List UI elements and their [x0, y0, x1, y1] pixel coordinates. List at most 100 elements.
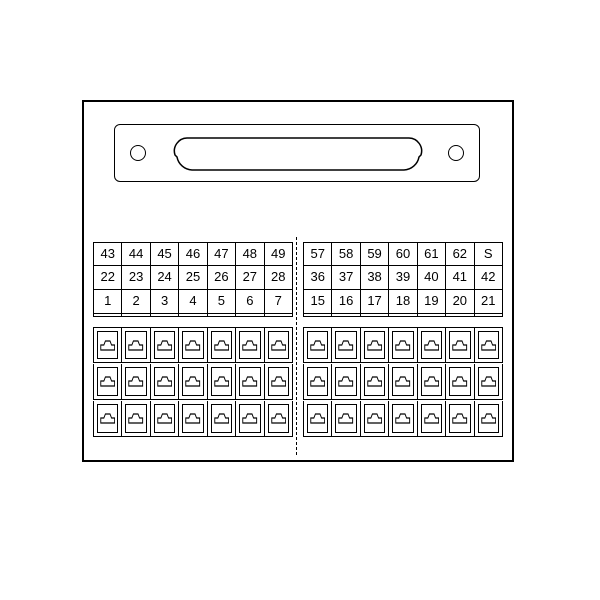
terminal-label: 60	[388, 242, 417, 266]
terminal-label: 7	[264, 290, 293, 314]
terminal-jack	[178, 364, 207, 400]
terminal-jack	[303, 364, 332, 400]
terminal-label: 21	[474, 290, 503, 314]
terminal-label: 19	[417, 290, 446, 314]
label-row: 57 58 59 60 61 62 S	[303, 242, 503, 266]
terminal-jack	[474, 327, 503, 363]
terminal-label: 18	[388, 290, 417, 314]
terminal-label: 41	[445, 266, 474, 290]
terminal-jack	[445, 364, 474, 400]
terminal-jack	[207, 364, 236, 400]
jack-row	[93, 401, 293, 437]
jack-row	[93, 364, 293, 400]
terminal-jack	[474, 364, 503, 400]
terminal-label: 22	[93, 266, 122, 290]
terminal-label: 28	[264, 266, 293, 290]
terminal-jack	[331, 401, 360, 437]
terminal-jack	[445, 401, 474, 437]
jack-row	[303, 327, 503, 363]
terminal-jack	[121, 327, 150, 363]
terminal-label: 17	[360, 290, 389, 314]
terminal-jack	[93, 327, 122, 363]
terminal-half-left: 43 44 45 46 47 48 49 22 23 24 25 26 27 2…	[93, 242, 293, 448]
terminal-label: 27	[235, 266, 264, 290]
terminal-jack	[417, 401, 446, 437]
terminal-label: 40	[417, 266, 446, 290]
terminal-label: 58	[331, 242, 360, 266]
terminal-jack	[150, 401, 179, 437]
terminal-jack	[264, 364, 293, 400]
terminal-jack	[303, 327, 332, 363]
terminal-label: 16	[331, 290, 360, 314]
terminal-label: 57	[303, 242, 332, 266]
terminal-label: 2	[121, 290, 150, 314]
terminal-jack	[360, 364, 389, 400]
terminal-label: 36	[303, 266, 332, 290]
terminal-jack	[178, 327, 207, 363]
terminal-jack	[331, 364, 360, 400]
terminal-label: 62	[445, 242, 474, 266]
terminal-label: 23	[121, 266, 150, 290]
terminal-jack	[360, 327, 389, 363]
terminal-label: 39	[388, 266, 417, 290]
terminal-label: 47	[207, 242, 236, 266]
terminal-jack	[474, 401, 503, 437]
terminal-label: 24	[150, 266, 179, 290]
terminal-jack	[207, 401, 236, 437]
jack-row	[303, 364, 503, 400]
terminal-label: 48	[235, 242, 264, 266]
terminal-jack	[388, 401, 417, 437]
terminal-jack	[264, 401, 293, 437]
label-row: 36 37 38 39 40 41 42	[303, 266, 503, 290]
terminal-jack	[235, 401, 264, 437]
terminal-label: 5	[207, 290, 236, 314]
terminal-label: 3	[150, 290, 179, 314]
terminal-jack	[150, 327, 179, 363]
terminal-jack	[360, 401, 389, 437]
terminal-jack	[235, 364, 264, 400]
terminal-jack	[121, 401, 150, 437]
terminal-jack	[93, 401, 122, 437]
terminal-jack	[235, 327, 264, 363]
terminal-jack	[264, 327, 293, 363]
label-divider	[303, 314, 503, 317]
terminal-label: 46	[178, 242, 207, 266]
terminal-jack	[150, 364, 179, 400]
terminal-label: S	[474, 242, 503, 266]
terminal-jack	[93, 364, 122, 400]
label-row: 43 44 45 46 47 48 49	[93, 242, 293, 266]
terminal-label: 15	[303, 290, 332, 314]
terminal-jack	[331, 327, 360, 363]
terminal-label: 49	[264, 242, 293, 266]
mounting-hole-left	[130, 145, 146, 161]
label-divider	[93, 314, 293, 317]
mounting-hole-right	[448, 145, 464, 161]
terminal-label: 45	[150, 242, 179, 266]
dsub-connector	[114, 124, 480, 182]
terminal-label: 4	[178, 290, 207, 314]
terminal-block: 43 44 45 46 47 48 49 22 23 24 25 26 27 2…	[93, 242, 503, 448]
terminal-jack	[178, 401, 207, 437]
label-row: 15 16 17 18 19 20 21	[303, 290, 503, 314]
jack-row	[93, 327, 293, 363]
terminal-jack	[417, 327, 446, 363]
terminal-label: 61	[417, 242, 446, 266]
terminal-label: 38	[360, 266, 389, 290]
terminal-half-right: 57 58 59 60 61 62 S 36 37 38 39 40 41 42…	[303, 242, 503, 448]
terminal-label: 25	[178, 266, 207, 290]
label-row: 1 2 3 4 5 6 7	[93, 290, 293, 314]
dsub-shell	[173, 137, 423, 171]
terminal-label: 20	[445, 290, 474, 314]
terminal-label: 44	[121, 242, 150, 266]
label-row: 22 23 24 25 26 27 28	[93, 266, 293, 290]
terminal-jack	[445, 327, 474, 363]
terminal-label: 42	[474, 266, 503, 290]
jack-row	[303, 401, 503, 437]
terminal-label: 37	[331, 266, 360, 290]
terminal-jack	[303, 401, 332, 437]
terminal-jack	[417, 364, 446, 400]
module-outline: 43 44 45 46 47 48 49 22 23 24 25 26 27 2…	[82, 100, 514, 462]
terminal-label: 43	[93, 242, 122, 266]
terminal-jack	[388, 364, 417, 400]
terminal-label: 1	[93, 290, 122, 314]
